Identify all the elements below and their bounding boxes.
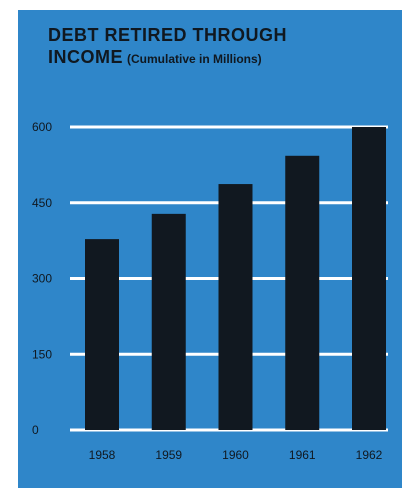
y-tick-label: 600	[32, 120, 52, 134]
chart-panel	[18, 10, 402, 488]
bar	[85, 239, 119, 430]
chart-subtitle: (Cumulative in Millions)	[127, 52, 262, 66]
chart-title-word: INCOME	[48, 47, 123, 67]
x-tick-label: 1960	[222, 448, 249, 462]
chart-title-line1: DEBT RETIRED THROUGH	[48, 25, 287, 45]
y-tick-label: 300	[32, 272, 52, 286]
bar	[151, 213, 186, 430]
y-tick-label: 450	[32, 196, 52, 210]
bar	[218, 184, 253, 430]
y-tick-label: 150	[32, 347, 52, 361]
bar	[285, 155, 320, 430]
x-tick-label: 1962	[356, 448, 383, 462]
chart-title-line2: INCOME (Cumulative in Millions)	[48, 47, 262, 68]
x-tick-label: 1958	[89, 448, 116, 462]
y-tick-label: 0	[32, 423, 39, 437]
bar	[352, 127, 386, 430]
x-tick-label: 1961	[289, 448, 316, 462]
x-tick-label: 1959	[155, 448, 182, 462]
